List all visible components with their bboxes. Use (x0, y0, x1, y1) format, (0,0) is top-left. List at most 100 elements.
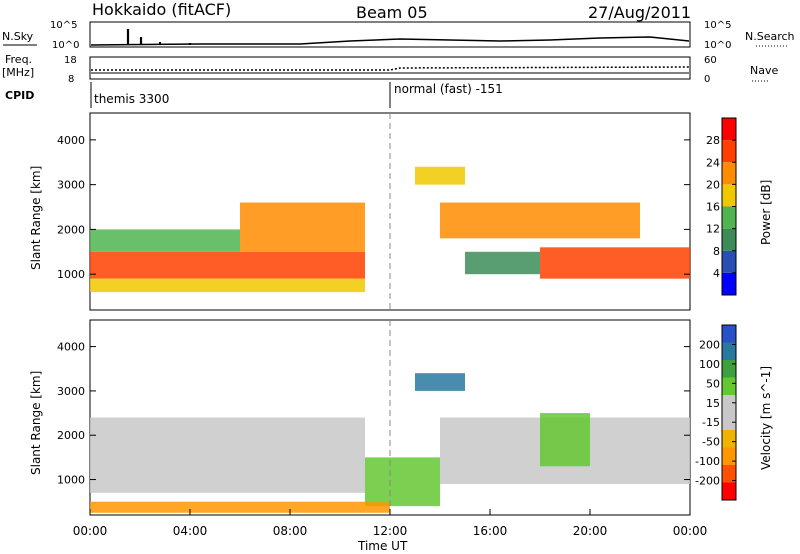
power-colorbar-segment (722, 228, 736, 251)
velocity-y-tick-label: 1000 (57, 474, 85, 487)
power-colorbar-title: Power [dB] (759, 180, 773, 245)
velocity-colorbar-segment (722, 377, 736, 395)
power-echo-band (540, 247, 690, 279)
velocity-colorbar-tick-label: 50 (706, 377, 720, 390)
velocity-colorbar-tick-label: 15 (706, 397, 720, 410)
velocity-colorbar-tick-label: -15 (702, 416, 720, 429)
time-x-tick-label: 08:00 (273, 524, 308, 538)
velocity-colorbar-tick-label: 200 (699, 338, 720, 351)
velocity-echo-band (540, 413, 590, 467)
velocity-echo-band (90, 501, 390, 513)
power-colorbar-tick-label: 16 (706, 201, 720, 214)
power-colorbar-tick-label: 20 (706, 178, 720, 191)
power-echo-band (415, 166, 465, 185)
time-x-axis: 00:00 04:00 08:00 12:00 16:00 20:00 00:00 (73, 509, 708, 538)
power-colorbar-segment (722, 206, 736, 229)
velocity-echo-band (365, 457, 440, 507)
velocity-colorbar-segment (722, 325, 736, 343)
power-colorbar-tick-label: 4 (713, 267, 720, 280)
velocity-panel: 1000 2000 3000 4000 Slant Range [km] -200 -1… (29, 319, 773, 553)
nsearch-tick-top: 10^5 (704, 20, 731, 31)
velocity-colorbar-title: Velocity [m s^-1] (759, 366, 773, 470)
freq-tick-top: 18 (64, 55, 77, 66)
nave-label: Nave (750, 64, 778, 77)
power-colorbar-segment (722, 184, 736, 207)
nave-tick-bottom: 0 (704, 74, 710, 85)
nsky-tick-top: 10^5 (50, 20, 77, 31)
power-y-tick-label: 4000 (57, 134, 85, 147)
nave-tick-top: 60 (704, 55, 717, 66)
power-colorbar-segment (722, 140, 736, 163)
velocity-y-tick-label: 4000 (57, 341, 85, 354)
velocity-colorbar-tick-label: -100 (695, 455, 720, 468)
time-x-tick-label: 04:00 (173, 524, 208, 538)
power-panel: 1000 2000 3000 4000 Slant Range [km] 4 8 12 16… (29, 112, 773, 311)
velocity-colorbar-tick-label: 100 (699, 358, 720, 371)
cpid-segment-1: themis 3300 (94, 92, 169, 106)
velocity-colorbar-segment (722, 430, 736, 448)
velocity-y-tick-label: 2000 (57, 429, 85, 442)
power-echo-band (90, 278, 365, 293)
velocity-y-tick-label: 3000 (57, 385, 85, 398)
date-title: 27/Aug/2011 (588, 3, 691, 22)
nsky-trace (90, 36, 690, 46)
time-x-tick-label: 12:00 (373, 524, 408, 538)
power-y-tick-label: 1000 (57, 268, 85, 281)
velocity-colorbar-tick-label: -50 (702, 436, 720, 449)
power-colorbar-tick-label: 12 (706, 223, 720, 236)
velocity-colorbar-segment (722, 465, 736, 483)
time-x-tick-label: 16:00 (473, 524, 508, 538)
velocity-marks (90, 373, 690, 513)
time-x-tick-label: 00:00 (73, 524, 108, 538)
cpid-label: CPID (5, 89, 34, 102)
velocity-colorbar-segment (722, 447, 736, 465)
nsky-spikes (126, 29, 192, 45)
velocity-colorbar-tick-label: -200 (695, 475, 720, 488)
power-echo-band (90, 251, 365, 279)
velocity-echo-band (90, 417, 365, 493)
power-colorbar-tick-label: 24 (706, 156, 720, 169)
power-colorbar-tick-label: 8 (713, 245, 720, 258)
cpid-segment-2: normal (fast) -151 (394, 82, 503, 96)
power-marks (90, 166, 690, 293)
power-y-axis: 1000 2000 3000 4000 (57, 134, 690, 281)
power-colorbar-tick-label: 28 (706, 134, 720, 147)
velocity-colorbar: -200 -100 -50 -15 15 50 100 200 (695, 324, 737, 501)
time-x-tick-label: 20:00 (573, 524, 608, 538)
power-echo-band (90, 229, 240, 252)
nsearch-tick-bottom: 10^0 (704, 40, 731, 51)
time-x-tick-label: 00:00 (673, 524, 708, 538)
power-colorbar: 4 8 12 16 20 24 28 (706, 117, 737, 296)
power-colorbar-segment (722, 272, 736, 295)
velocity-colorbar-segment (722, 395, 736, 413)
freq-tick-bottom: 8 (68, 74, 74, 85)
velocity-colorbar-segment (722, 482, 736, 500)
nsky-tick-bottom: 10^0 (52, 40, 79, 51)
nave-trace (91, 66, 690, 71)
power-colorbar-segment (722, 118, 736, 141)
velocity-colorbar-segment (722, 342, 736, 360)
velocity-colorbar-frame (721, 324, 737, 501)
power-echo-band (440, 202, 640, 239)
power-echo-band (240, 202, 365, 252)
freq-label-1: Freq. (5, 53, 32, 66)
velocity-echo-band (415, 373, 465, 391)
site-title: Hokkaido (fitACF) (92, 0, 231, 19)
freq-strip-frame (89, 56, 691, 80)
power-echo-band (465, 251, 540, 275)
time-axis-label: Time UT (357, 539, 408, 553)
freq-label-2: [MHz] (2, 66, 34, 79)
velocity-colorbar-segment (722, 412, 736, 430)
velocity-ylabel: Slant Range [km] (29, 371, 43, 475)
power-y-tick-label: 3000 (57, 179, 85, 192)
nsearch-label: N.Search (745, 30, 795, 43)
nsky-strip-frame (89, 21, 691, 48)
power-colorbar-segment (722, 250, 736, 273)
beam-title: Beam 05 (356, 3, 428, 22)
velocity-y-axis: 1000 2000 3000 4000 (57, 341, 690, 487)
power-colorbar-segment (722, 162, 736, 185)
power-y-tick-label: 2000 (57, 223, 85, 236)
power-ylabel: Slant Range [km] (29, 166, 43, 270)
nsky-label: N.Sky (2, 30, 34, 43)
